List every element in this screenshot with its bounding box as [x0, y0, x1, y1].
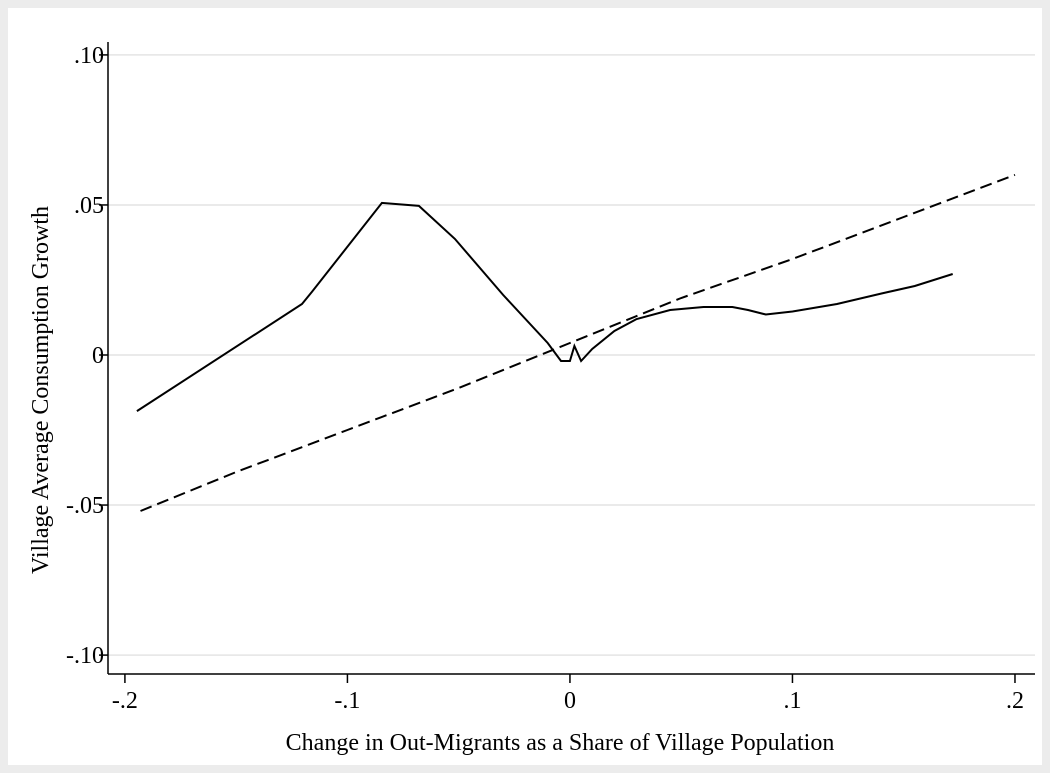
x-tick-label: -.2: [112, 688, 138, 714]
y-tick-label: 0: [92, 343, 104, 369]
y-axis-title: Village Average Consumption Growth: [28, 206, 54, 574]
x-tick-label: .1: [783, 688, 801, 714]
y-tick-label: -.10: [66, 643, 104, 669]
y-tick-label: .05: [74, 193, 104, 219]
data-line: [140, 173, 1016, 512]
x-tick-label: .2: [1006, 688, 1024, 714]
y-tick-label: -.05: [66, 493, 104, 519]
y-tick-label: .10: [74, 43, 104, 69]
graph-region: [8, 8, 1042, 765]
data-line: [136, 201, 954, 412]
x-axis-title: Change in Out-Migrants as a Share of Vil…: [286, 730, 835, 756]
x-tick-label: 0: [564, 688, 576, 714]
x-tick-label: -.1: [334, 688, 360, 714]
